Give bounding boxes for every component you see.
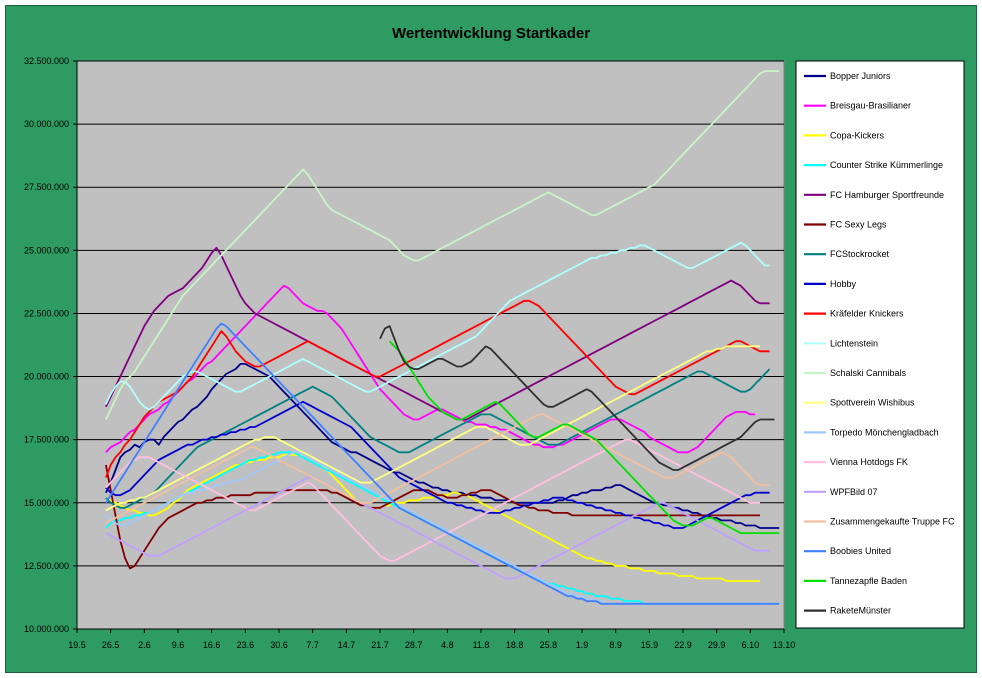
x-tick-label: 16.6: [203, 640, 221, 650]
y-tick-label: 15.000.000: [24, 498, 69, 508]
y-tick-label: 32.500.000: [24, 56, 69, 66]
x-tick-label: 4.8: [441, 640, 454, 650]
legend-label: Hobby: [830, 279, 857, 289]
series-line-hobby: [105, 400, 770, 529]
x-tick-label: 21.7: [371, 640, 389, 650]
legend-label: FC Sexy Legs: [830, 220, 887, 230]
legend-label: Tannezapfle Baden: [830, 576, 907, 586]
legend-label: Breisgau-Brasilianer: [830, 101, 911, 111]
series-line-copa-kickers: [105, 453, 760, 582]
y-tick-label: 22.500.000: [24, 308, 69, 318]
x-tick-label: 18.8: [506, 640, 524, 650]
x-tick-label: 1.9: [576, 640, 589, 650]
legend-label: Spottverein Wishibus: [830, 398, 915, 408]
x-tick-label: 29.9: [708, 640, 726, 650]
series-line-raketem-nster: [379, 325, 775, 471]
plot-area: [76, 60, 785, 630]
series-line-breisgau-brasilianer: [105, 284, 756, 454]
series-line-fc-sexy-legs: [105, 464, 760, 570]
axes: [76, 61, 784, 630]
y-tick-label: 30.000.000: [24, 119, 69, 129]
x-tick-label: 15.9: [641, 640, 659, 650]
legend-label: Torpedo Mönchengladbach: [830, 427, 939, 437]
x-tick-label: 23.6: [237, 640, 255, 650]
x-tick-label: 26.5: [102, 640, 120, 650]
x-tick-label: 22.9: [674, 640, 692, 650]
series-line-tannezapfle-baden: [388, 340, 780, 534]
x-tick-label: 28.7: [405, 640, 423, 650]
legend-label: Boobies United: [830, 546, 891, 556]
series-line-lichtenstein: [105, 241, 770, 411]
y-tick-label: 12.500.000: [24, 561, 69, 571]
legend-label: RaketeMünster: [830, 606, 891, 616]
legend-label: FCStockrocket: [830, 249, 890, 259]
legend-label: Lichtenstein: [830, 338, 878, 348]
legend-label: Copa-Kickers: [830, 130, 885, 140]
legend-label: Counter Strike Kümmerlinge: [830, 160, 943, 170]
y-tick-label: 17.500.000: [24, 435, 69, 445]
series-line-fc-hamburger-sportfreunde: [105, 246, 770, 421]
legend-entries: Bopper Juniors Breisgau-Brasilianer Copa-K…: [804, 71, 955, 616]
x-tick-label: 13.10: [773, 640, 796, 650]
x-tick-labels: 19.5 26.5 2.6 9.6 16.6 23.6 30.6 7.7 14.7 21.7 28.…: [68, 640, 795, 650]
legend: [795, 60, 965, 629]
legend-label: Bopper Juniors: [830, 71, 891, 81]
x-tick-label: 7.7: [306, 640, 319, 650]
series-lines: [105, 70, 780, 605]
x-tick-label: 9.6: [172, 640, 185, 650]
legend-label: Zusammengekaufte Truppe FC: [830, 517, 955, 527]
series-line-zusammengekaufte-truppe-fc: [105, 413, 770, 524]
x-tick-label: 2.6: [138, 640, 151, 650]
legend-label: Vienna Hotdogs FK: [830, 457, 908, 467]
y-tick-labels: 10.000.000 12.500.000 15.000.000 17.500.000…: [24, 56, 69, 634]
legend-label: Schalski Cannibals: [830, 368, 907, 378]
chart-title: Wertentwicklung Startkader: [392, 25, 590, 42]
x-tick-label: 14.7: [338, 640, 356, 650]
legend-label: WPFBild 07: [830, 487, 878, 497]
y-tick-label: 27.500.000: [24, 182, 69, 192]
legend-label: FC Hamburger Sportfreunde: [830, 190, 944, 200]
y-tick-label: 10.000.000: [24, 624, 69, 634]
x-tick-label: 30.6: [270, 640, 288, 650]
x-tick-label: 8.9: [609, 640, 622, 650]
y-tick-label: 25.000.000: [24, 245, 69, 255]
y-tick-label: 20.000.000: [24, 372, 69, 382]
grid-lines: [73, 60, 785, 633]
series-line-kr-felder-knickers: [105, 299, 770, 478]
series-line-schalski-cannibals: [105, 70, 780, 420]
x-tick-label: 11.8: [473, 640, 490, 650]
series-line-boobies-united: [105, 322, 780, 605]
series-line-wpfbild-07: [105, 476, 770, 580]
x-tick-label: 19.5: [68, 640, 86, 650]
legend-label: Kräfelder Knickers: [830, 309, 904, 319]
x-tick-label: 6.10: [742, 640, 760, 650]
series-line-spottverein-wishibus: [105, 345, 760, 512]
x-tick-label: 25.8: [540, 640, 558, 650]
